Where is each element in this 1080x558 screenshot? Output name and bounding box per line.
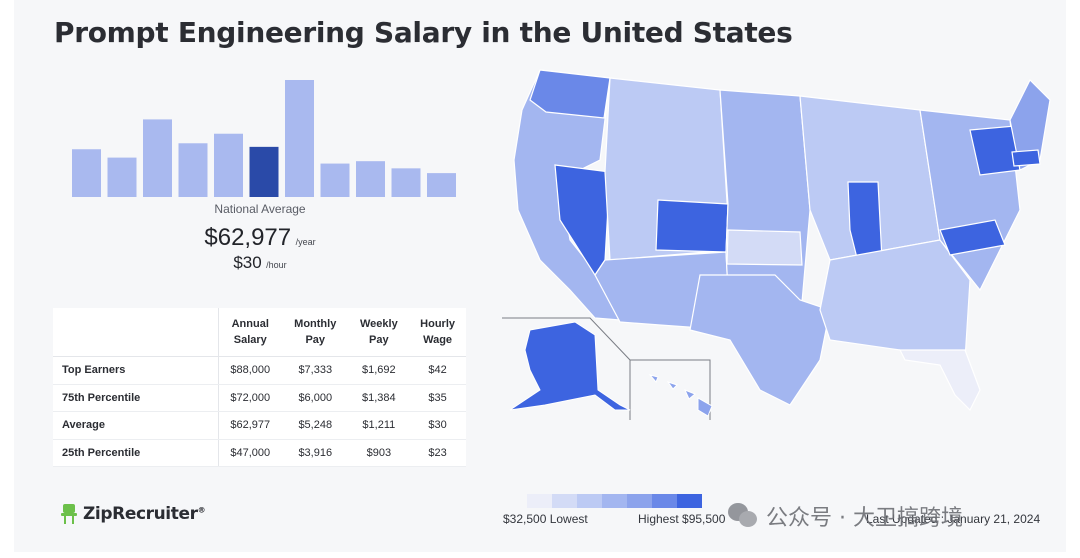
map-colorado (655, 199, 729, 253)
col-annual-salary: Annual Salary (218, 308, 282, 357)
wechat-icon (728, 503, 758, 529)
cell-annual: $47,000 (218, 439, 282, 467)
histogram-bar (143, 119, 172, 197)
histogram-bar (178, 143, 208, 197)
annual-amount: $62,977 (204, 224, 292, 251)
salary-histogram (72, 80, 456, 197)
map-legend (527, 494, 702, 508)
map-massachusetts (1011, 149, 1041, 167)
page-title: Prompt Engineering Salary in the United … (54, 16, 793, 49)
histogram-bar (320, 163, 350, 197)
row-label: 75th Percentile (53, 384, 219, 412)
map-texas (689, 274, 831, 406)
cell-weekly: $1,211 (348, 411, 410, 440)
col-hourly-wage: Hourly Wage (409, 308, 466, 357)
histogram-bar (72, 149, 101, 197)
cell-hourly: $30 (409, 411, 466, 440)
cell-hourly: $42 (409, 356, 466, 385)
table-row: Average $62,977 $5,248 $1,211 $30 (53, 411, 466, 440)
legend-swatch (627, 494, 652, 508)
chair-icon (61, 504, 77, 524)
cell-monthly: $6,000 (282, 384, 349, 412)
legend-high-label: Highest $95,500 (638, 512, 726, 526)
cell-monthly: $7,333 (282, 356, 349, 385)
annual-unit: /year (295, 237, 316, 247)
watermark-text: 公众号 · 大卫搞跨境 (766, 506, 963, 531)
legend-swatch (602, 494, 627, 508)
map-alaska (509, 321, 631, 411)
annual-average: $62,977 /year (160, 224, 360, 252)
legend-swatch (577, 494, 602, 508)
cell-weekly: $1,384 (348, 384, 410, 412)
cell-monthly: $3,916 (282, 439, 349, 467)
map-kansas (726, 229, 803, 266)
table-corner (53, 308, 219, 357)
col-weekly-pay: Weekly Pay (348, 308, 410, 357)
map-south (819, 239, 971, 361)
cell-annual: $72,000 (218, 384, 282, 412)
cell-hourly: $23 (409, 439, 466, 467)
cell-annual: $62,977 (218, 411, 282, 440)
cell-weekly: $903 (348, 439, 410, 467)
legend-swatch (652, 494, 677, 508)
map-washington (529, 69, 611, 119)
hourly-amount: $30 (233, 253, 262, 272)
histogram-bar (391, 168, 421, 197)
cell-hourly: $35 (409, 384, 466, 412)
histogram-bar (356, 161, 385, 197)
hourly-average: $30 /hour (160, 253, 360, 273)
hourly-unit: /hour (266, 260, 287, 270)
table-row: 25th Percentile $47,000 $3,916 $903 $23 (53, 439, 466, 467)
ziprecruiter-logo[interactable]: ZipRecruiter® (60, 502, 206, 526)
map-west-coast (513, 69, 621, 321)
histogram-bar (285, 80, 314, 197)
row-label: 25th Percentile (53, 439, 219, 467)
map-florida (899, 349, 981, 412)
col-monthly-pay: Monthly Pay (282, 308, 349, 357)
row-label: Average (53, 411, 219, 440)
cell-weekly: $1,692 (348, 356, 410, 385)
cell-monthly: $5,248 (282, 411, 349, 440)
map-virginia (939, 219, 1006, 256)
national-average-label: National Average (214, 202, 306, 216)
histogram-bar (214, 133, 243, 197)
table-row: Top Earners $88,000 $7,333 $1,692 $42 (53, 356, 466, 385)
last-updated: Last Updated : January 21, 2024 (866, 512, 1041, 526)
table-row: 75th Percentile $72,000 $6,000 $1,384 $3… (53, 384, 466, 412)
histogram-bar (427, 173, 456, 197)
legend-low-label: $32,500 Lowest (503, 512, 588, 526)
row-label: Top Earners (53, 356, 219, 385)
legend-swatch (552, 494, 577, 508)
histogram-bar (107, 157, 137, 197)
watermark: 公众号 · 大卫搞跨境 (728, 500, 963, 532)
map-inset-border (502, 317, 711, 420)
brand-name: ZipRecruiter® (83, 504, 206, 524)
histogram-bar-average (249, 146, 279, 197)
us-salary-map (502, 69, 1051, 420)
legend-swatch (527, 494, 552, 508)
cell-annual: $88,000 (218, 356, 282, 385)
salary-table: Annual Salary Monthly Pay Weekly Pay Hourly… (53, 308, 466, 467)
table-header-row: Annual Salary Monthly Pay Weekly Pay Hourly… (53, 308, 466, 357)
map-hawaii (648, 374, 713, 417)
legend-swatch (677, 494, 702, 508)
